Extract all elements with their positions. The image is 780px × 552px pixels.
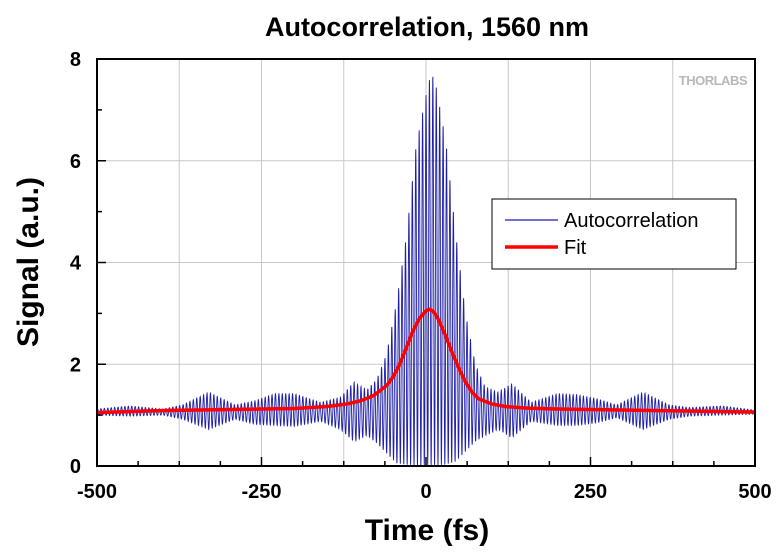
chart-title: Autocorrelation, 1560 nm: [265, 12, 589, 42]
y-tick-label: 0: [70, 456, 81, 478]
y-axis-label: Signal (a.u.): [12, 177, 45, 347]
x-axis-label: Time (fs): [365, 514, 489, 547]
x-tick-label: 250: [574, 481, 607, 503]
y-tick-label: 4: [70, 253, 82, 275]
y-tick-label: 6: [70, 151, 81, 173]
y-tick-label: 8: [70, 49, 81, 71]
legend-label-autocorrelation: Autocorrelation: [564, 210, 699, 232]
x-tick-label: -250: [241, 481, 281, 503]
y-tick-label: 2: [70, 354, 81, 376]
autocorrelation-line: [96, 76, 756, 466]
fit-series: [95, 307, 757, 415]
legend-box: [491, 198, 737, 270]
thorlabs-logo: THORLABS: [679, 73, 748, 88]
tick-labels: -500 -250 0 250 500 0 2 4 6 8: [70, 49, 772, 503]
legend: Autocorrelation Fit: [491, 198, 737, 270]
x-tick-label: 0: [420, 481, 431, 503]
x-tick-label: 500: [738, 481, 771, 503]
axis-ticks: [96, 58, 756, 467]
x-tick-label: -500: [77, 481, 117, 503]
legend-label-fit: Fit: [564, 237, 587, 259]
autocorrelation-series: [96, 76, 756, 466]
fit-line: [95, 307, 757, 415]
